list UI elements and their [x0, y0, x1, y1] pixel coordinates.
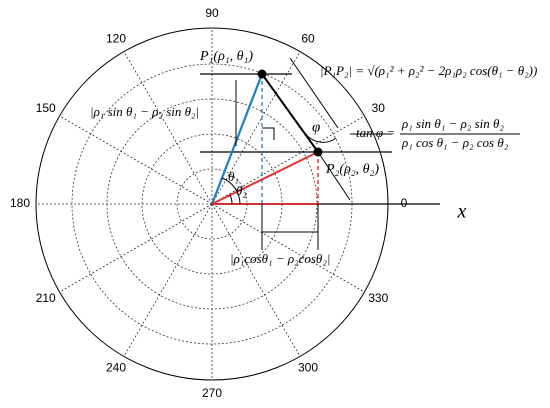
- distance-formula: |P₁P₂| = √(ρ₁² + ρ₂² − 2ρ₁ρ₂ cos(θ₁ − θ₂…: [320, 63, 537, 78]
- radial-line: [123, 51, 213, 205]
- angle-label: 120: [106, 32, 126, 46]
- angle-label: 330: [368, 291, 388, 305]
- angle-label: 90: [205, 6, 219, 20]
- tan-label: tan φ =: [356, 125, 395, 140]
- radial-line: [59, 203, 213, 293]
- p2-label: P₂(ρ₂, θ₂): [325, 162, 379, 177]
- point-p1: [257, 69, 267, 79]
- p1-label: P₁(ρ₁, θ₁): [199, 49, 253, 64]
- theta1-arc: [221, 177, 241, 205]
- radial-line: [211, 203, 365, 293]
- vertical-difference: |ρ₁ sin θ₁ − ρ₂ sin θ₂|: [90, 104, 199, 119]
- theta1: θ₁: [228, 169, 239, 184]
- angle-label: 300: [298, 361, 318, 375]
- horizontal-difference: |ρ₁cosθ₁ − ρ₂cosθ₂|: [230, 251, 330, 266]
- angle-label: 150: [36, 101, 56, 115]
- phi-arc: [304, 132, 337, 143]
- theta2-arc: [229, 194, 233, 205]
- radial-line: [211, 115, 365, 205]
- radial-line: [123, 203, 213, 357]
- angle-label: 210: [36, 291, 56, 305]
- phi: φ: [312, 119, 320, 135]
- tan-numerator: ρ₁ sin θ₁ − ρ₂ sin θ₂: [401, 116, 504, 131]
- distance-dim: [289, 57, 339, 129]
- radial-line: [211, 203, 301, 357]
- p1p2: [261, 73, 319, 153]
- angle-label: 270: [202, 386, 222, 400]
- extension: [317, 151, 351, 201]
- right-angle: [262, 127, 275, 140]
- angle-label: 180: [10, 196, 30, 210]
- angle-label: 30: [372, 101, 386, 115]
- angle-labels: 0 30 60 90 120 150 180 210 240 270 300 330: [10, 6, 408, 400]
- rho1: [210, 73, 264, 205]
- axis-label: x: [457, 201, 467, 223]
- theta2: θ₂: [236, 183, 247, 198]
- tan-denominator: ρ₁ cos θ₁ − ρ₂ cos θ₂: [401, 135, 509, 150]
- angle-label: 0: [401, 196, 408, 210]
- point-p2: [313, 147, 323, 157]
- angle-label: 240: [106, 361, 126, 375]
- radial-line: [211, 51, 301, 205]
- angle-label: 60: [301, 32, 315, 46]
- radial-line: [59, 115, 213, 205]
